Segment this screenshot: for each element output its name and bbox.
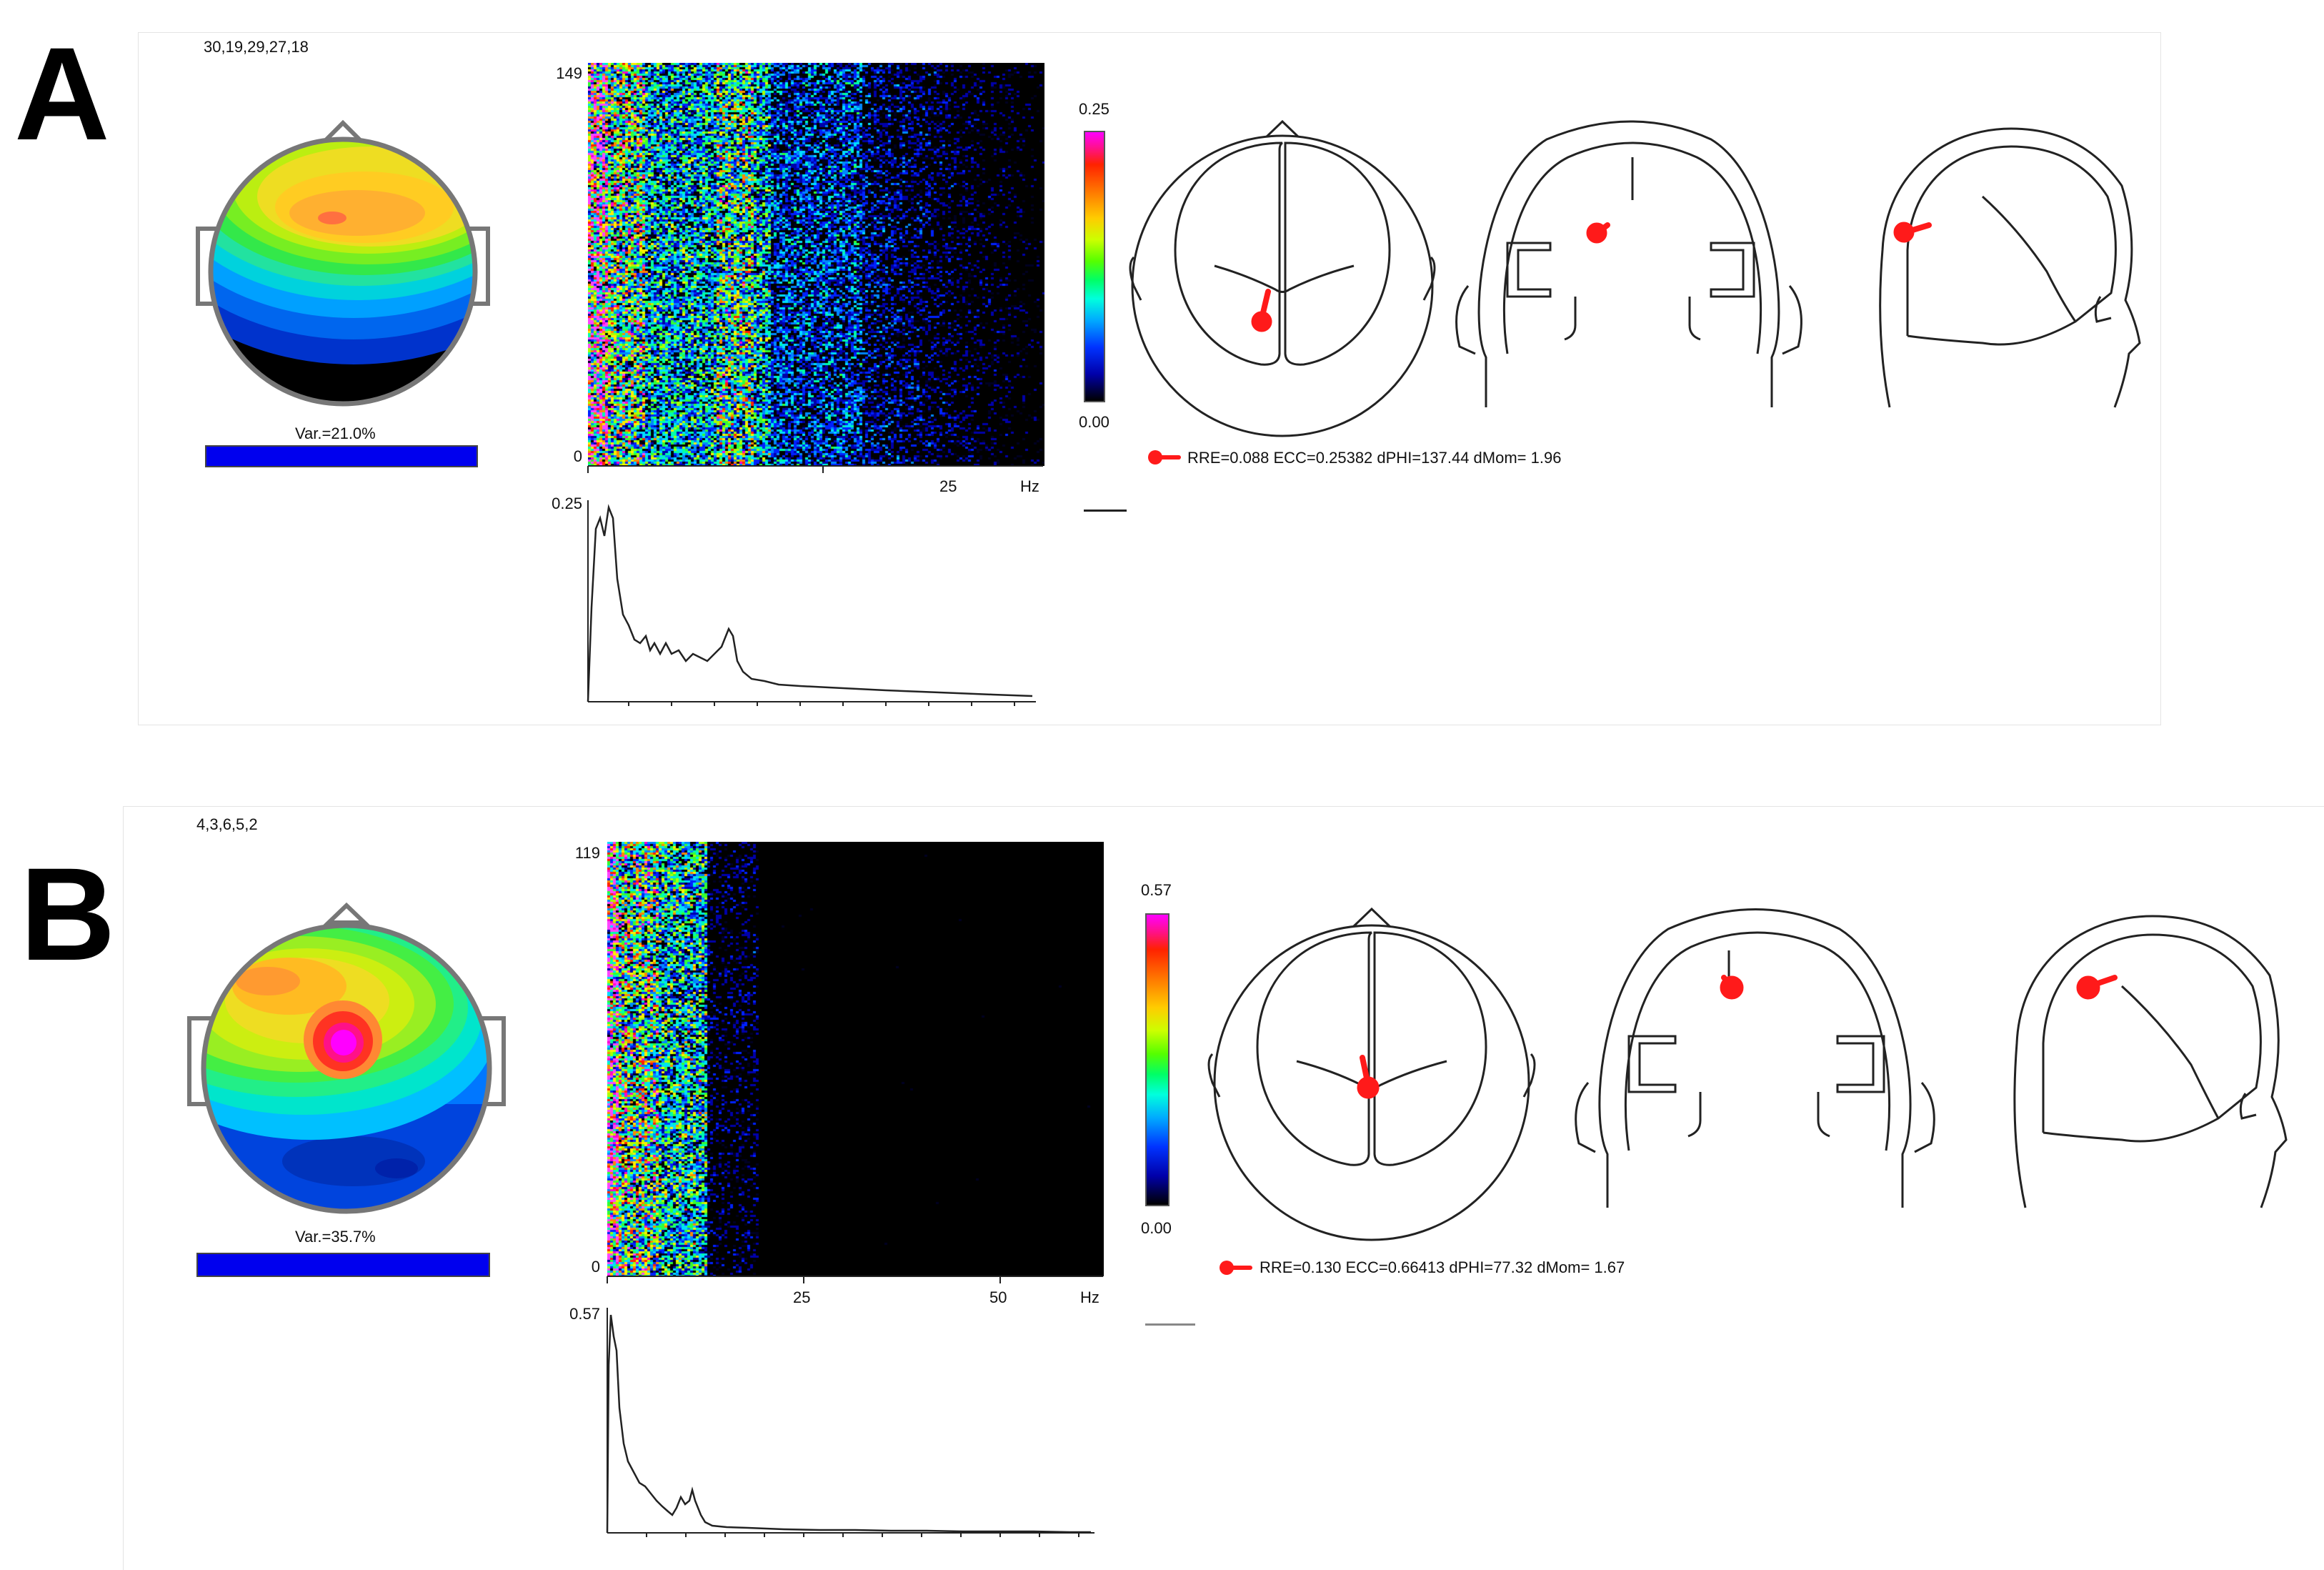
- panel-b-frame: [123, 806, 2324, 1570]
- scalp-topography-map: [196, 119, 490, 407]
- scale-dash: [1084, 510, 1127, 512]
- colorbar: [1084, 131, 1105, 402]
- spectrogram-y-max: 149: [556, 64, 582, 82]
- spectrogram-x-tick-25: 25: [939, 477, 957, 495]
- scalp-topography-map: [187, 902, 506, 1214]
- spectrogram-x-axis: [587, 465, 1043, 473]
- panel-letter-b: B: [20, 841, 116, 988]
- variance-bar: [196, 1253, 490, 1277]
- panel-a-frame: [138, 32, 2161, 725]
- component-list: 30,19,29,27,18: [204, 38, 309, 56]
- spectrogram-x-axis: [607, 1276, 1103, 1283]
- colorbar-min: 0.00: [1141, 1219, 1172, 1237]
- dipole-head-views: [1129, 119, 2141, 437]
- power-spectrum-plot: [587, 500, 1036, 706]
- colorbar-max: 0.57: [1141, 881, 1172, 899]
- spectrogram-y-min: 0: [591, 1258, 600, 1276]
- colorbar: [1145, 913, 1170, 1206]
- variance-bar: [205, 445, 478, 467]
- spectrogram-x-tick-50: 50: [989, 1288, 1007, 1306]
- scale-dash: [1145, 1323, 1195, 1326]
- dipole-fit-stats: RRE=0.088 ECC=0.25382 dPHI=137.44 dMom= …: [1187, 449, 1562, 467]
- colorbar-min: 0.00: [1079, 413, 1109, 431]
- spectrogram-x-unit: Hz: [1020, 477, 1039, 495]
- component-list: 4,3,6,5,2: [196, 815, 258, 833]
- panel-letter-a: A: [14, 21, 110, 168]
- spectrum-y-max: 0.25: [552, 495, 582, 512]
- spectrogram: [607, 842, 1104, 1276]
- power-spectrum-plot: [606, 1308, 1094, 1537]
- spectrum-y-max: 0.57: [569, 1305, 600, 1323]
- spectrogram-y-min: 0: [573, 447, 582, 465]
- spectrogram: [588, 63, 1044, 466]
- dipole-head-views: [1207, 907, 2288, 1241]
- variance-label: Var.=21.0%: [295, 424, 376, 442]
- spectrogram-y-max: 119: [574, 844, 600, 862]
- dipole-fit-stats: RRE=0.130 ECC=0.66413 dPHI=77.32 dMom= 1…: [1260, 1258, 1625, 1276]
- colorbar-max: 0.25: [1079, 100, 1109, 118]
- dipole-legend-marker: [1220, 1261, 1252, 1275]
- spectrogram-x-tick-25: 25: [793, 1288, 811, 1306]
- variance-label: Var.=35.7%: [295, 1228, 376, 1246]
- spectrogram-x-unit: Hz: [1080, 1288, 1099, 1306]
- dipole-legend-marker: [1148, 450, 1181, 464]
